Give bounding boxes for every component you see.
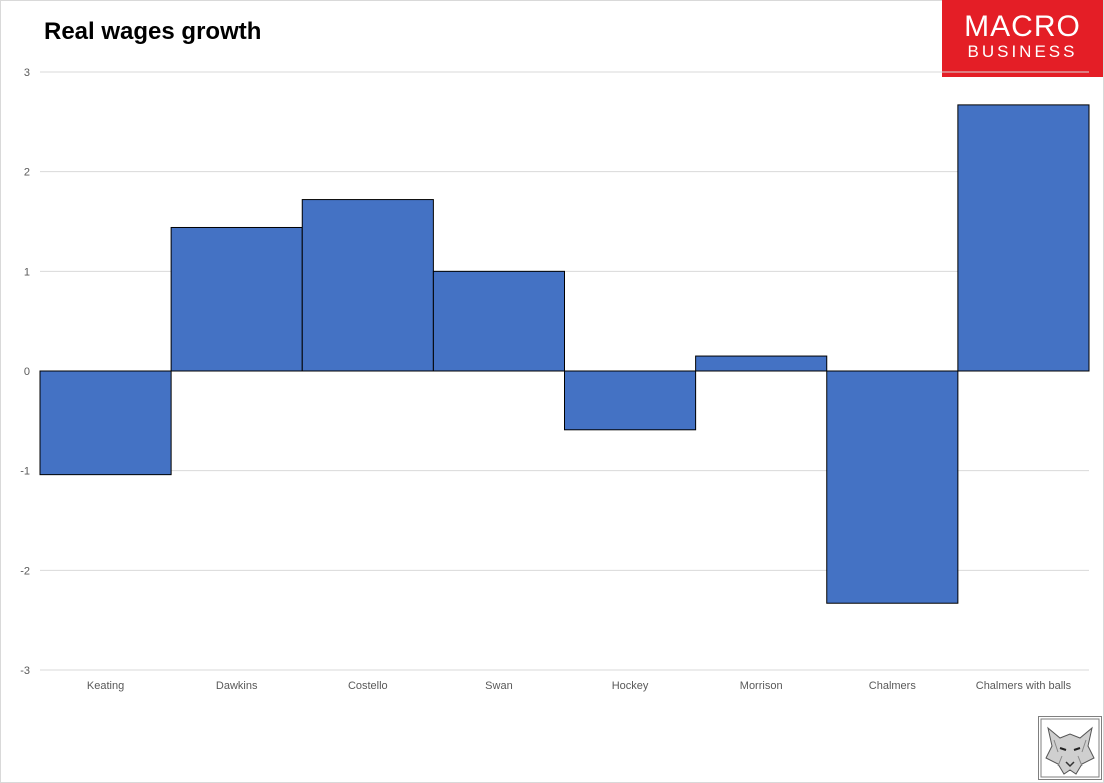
y-axis-ticks: 3 2 1 0 -1 -2 -3 [20,67,30,677]
x-tick-label: Keating [87,680,124,692]
y-tick-label: 3 [24,67,30,79]
x-axis-ticks: Keating Dawkins Costello Swan Hockey Morrison… [87,680,1072,692]
y-tick-label: 1 [24,266,30,278]
bar-hockey [564,370,697,431]
y-tick-label: 2 [24,167,30,179]
macro-business-logo: MACRO BUSINESS [942,0,1103,77]
bar-dawkins [170,226,303,372]
x-tick-label: Costello [348,680,388,692]
x-tick-label: Chalmers [869,680,917,692]
chart-title: Real wages growth [44,18,262,45]
y-tick-label: -1 [20,466,30,478]
x-tick-label: Chalmers with balls [976,680,1072,692]
bar-costello [301,199,434,372]
bar-keating [39,370,172,476]
logo-line-2: BUSINESS [967,42,1078,61]
x-tick-label: Dawkins [216,680,258,692]
y-tick-label: 0 [24,366,30,378]
gridlines [40,71,1089,671]
bar-chalmers-with-balls [957,104,1090,372]
y-tick-label: -2 [20,565,30,577]
x-tick-label: Hockey [612,680,649,692]
logo-line-1: MACRO [964,10,1081,43]
wolf-icon [1038,716,1102,780]
bar-swan [432,270,565,372]
y-tick-label: -3 [20,665,30,677]
bar-chalmers [826,370,959,604]
bars [39,104,1090,604]
x-tick-label: Morrison [740,680,783,692]
x-tick-label: Swan [485,680,513,692]
bar-morrison [695,355,828,372]
